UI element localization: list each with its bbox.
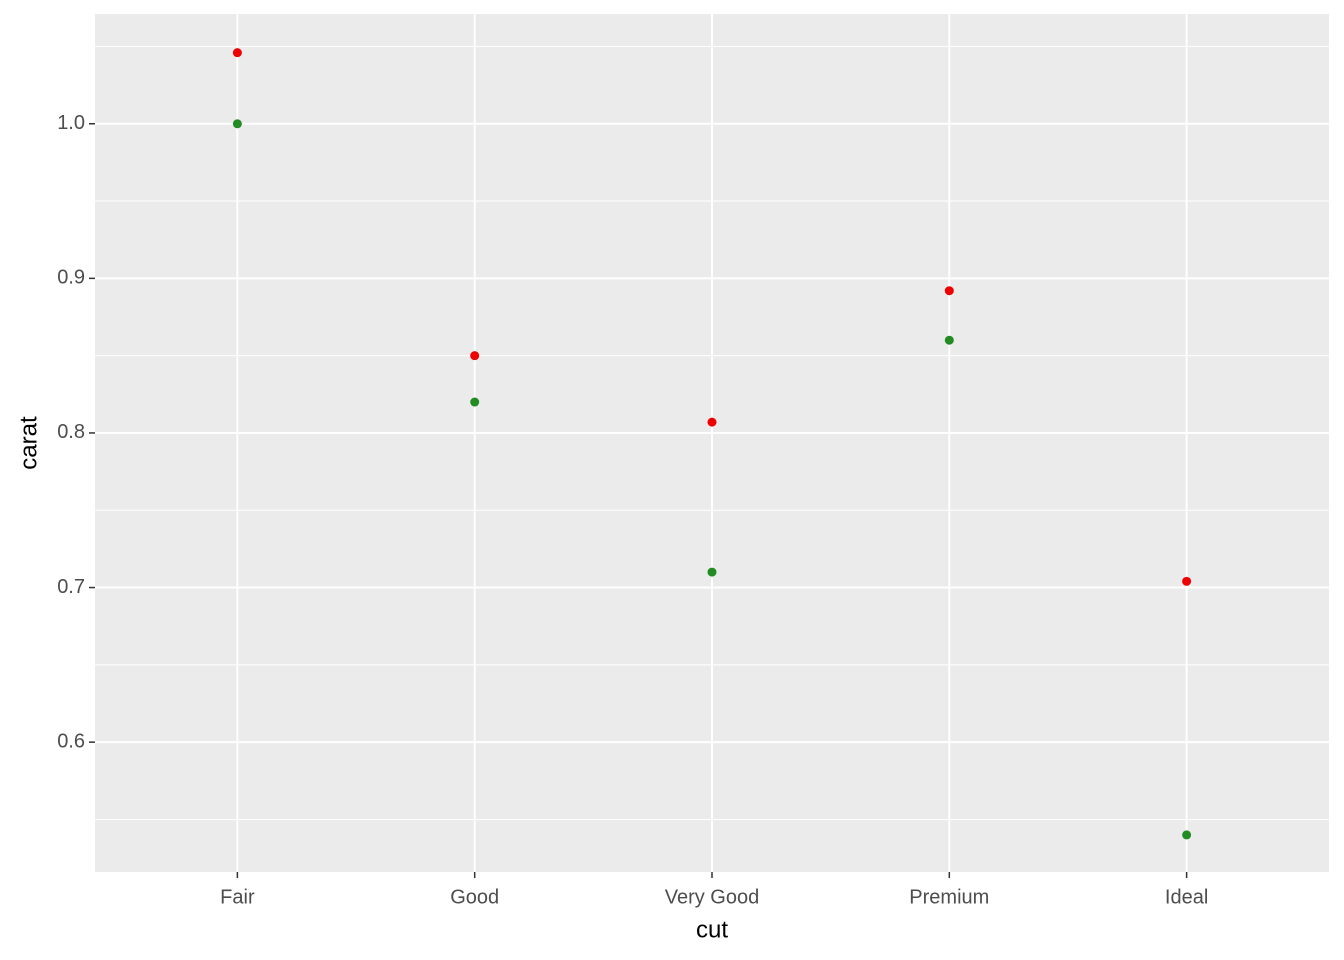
x-tick-label: Premium xyxy=(909,886,989,908)
y-tick-label: 0.9 xyxy=(57,267,85,289)
point xyxy=(232,119,242,129)
point xyxy=(944,335,954,345)
y-axis-title: carat xyxy=(15,416,42,470)
point xyxy=(232,48,242,58)
x-tick-label: Fair xyxy=(220,886,255,908)
point xyxy=(944,286,954,296)
grid xyxy=(95,14,1329,872)
x-tick-label: Good xyxy=(450,886,499,908)
point xyxy=(707,417,717,427)
x-axis-title: cut xyxy=(696,916,728,943)
y-tick-label: 0.7 xyxy=(57,576,85,598)
y-tick-label: 1.0 xyxy=(57,112,85,134)
y-tick-label: 0.6 xyxy=(57,730,85,752)
y-tick-label: 0.8 xyxy=(57,421,85,443)
marks xyxy=(232,48,1192,840)
x-tick-label: Ideal xyxy=(1165,886,1208,908)
point xyxy=(707,567,717,577)
point xyxy=(1182,576,1192,586)
x-tick-label: Very Good xyxy=(665,886,760,908)
point xyxy=(1182,830,1192,840)
point xyxy=(470,397,480,407)
point xyxy=(470,351,480,361)
